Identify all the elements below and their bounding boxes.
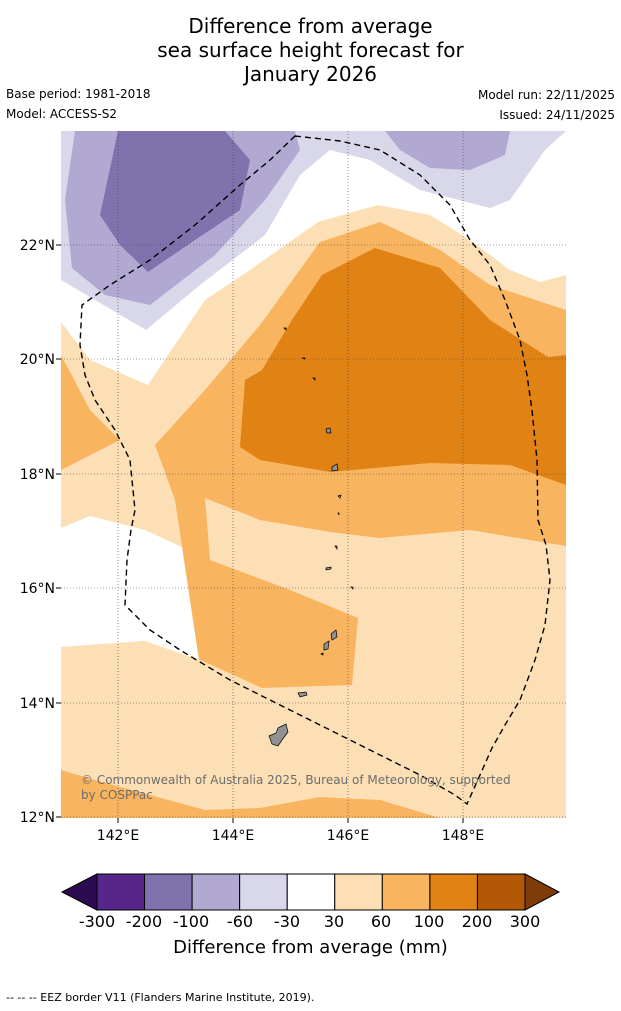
eez-border — [79, 135, 551, 806]
base-period: Base period: 1981-2018 — [6, 87, 151, 101]
title-line-2: sea surface height forecast for — [157, 38, 464, 62]
island-rota — [297, 691, 308, 698]
lat-label-12n: 12°N — [20, 810, 55, 826]
island-uracas — [283, 327, 287, 331]
model-run: Model run: 22/11/2025 — [477, 88, 615, 102]
island-asuncion — [312, 377, 316, 381]
copyright-line-1: © Commonwealth of Australia 2025, Bureau… — [81, 773, 511, 787]
island-agrihan — [325, 427, 332, 434]
fill-100-200 — [240, 248, 566, 485]
colorbar-segment-7 — [429, 873, 478, 911]
island-alamagan — [337, 494, 342, 499]
lat-label-16n: 16°N — [20, 581, 55, 597]
lon-label-148e: 148°E — [442, 828, 485, 844]
fill-30-60-south — [61, 498, 566, 818]
colorbar-segment-8 — [476, 873, 526, 911]
title-line-3: January 2026 — [243, 62, 378, 86]
cbar-label-minus-300: -300 — [78, 912, 116, 931]
island-maug — [301, 357, 306, 360]
fill-60-100-strip — [61, 770, 440, 818]
cbar-label-minus-30: -30 — [273, 912, 301, 931]
island-anatahan — [325, 566, 332, 571]
lon-label-144e: 144°E — [212, 828, 255, 844]
island-aguijan — [320, 652, 324, 656]
chart-title: Difference from average sea surface heig… — [0, 14, 621, 86]
colorbar-title: Difference from average (mm) — [173, 937, 448, 958]
colorbar-segment-5 — [334, 873, 383, 911]
colorbar-segment-0 — [96, 873, 146, 911]
cbar-label-60: 60 — [370, 912, 392, 931]
island-east — [350, 586, 354, 590]
copyright-line-2: by COSPPac — [81, 788, 153, 802]
lat-label-20n: 20°N — [20, 352, 55, 368]
lat-label-14n: 14°N — [20, 696, 55, 712]
cbar-label-30: 30 — [323, 912, 345, 931]
gridlines — [61, 131, 566, 818]
colorbar-segment-3 — [239, 873, 288, 911]
eez-legend: -- -- -- EEZ border V11 (Flanders Marine… — [6, 991, 315, 1004]
colorbar-segment-6 — [381, 873, 431, 911]
contour-fills — [61, 131, 566, 818]
lat-label-18n: 18°N — [20, 467, 55, 483]
fill-minus-60-100-ne — [385, 131, 510, 170]
title-line-1: Difference from average — [188, 14, 433, 38]
lat-label-22n: 22°N — [20, 238, 55, 254]
cbar-label-minus-100: -100 — [172, 912, 210, 931]
model-name: Model: ACCESS-S2 — [6, 107, 118, 121]
fill-60-100 — [61, 355, 120, 470]
cbar-label-minus-60: -60 — [226, 912, 254, 931]
island-guguan — [337, 512, 340, 516]
island-pagan — [331, 463, 339, 472]
copyright-notice: © Commonwealth of Australia 2025, Bureau… — [81, 773, 511, 803]
colorbar — [60, 873, 561, 911]
issued-date: Issued: 24/11/2025 — [499, 108, 615, 122]
colorbar-segment-4 — [286, 873, 336, 911]
cbar-label-300: 300 — [509, 912, 541, 931]
fill-minus-100-200 — [100, 131, 250, 272]
island-tinian — [323, 640, 330, 651]
cbar-label-100: 100 — [413, 912, 445, 931]
islands — [268, 327, 354, 747]
colorbar-extend-high — [524, 873, 561, 911]
island-sarigan — [334, 545, 338, 551]
colorbar-extend-low — [60, 873, 98, 911]
island-saipan — [330, 629, 338, 641]
colorbar-segment-1 — [144, 873, 193, 911]
lon-label-142e: 142°E — [97, 828, 140, 844]
colorbar-segment-2 — [191, 873, 241, 911]
cbar-label-minus-200: -200 — [125, 912, 163, 931]
cbar-label-200: 200 — [461, 912, 493, 931]
axis-ticks — [56, 244, 464, 823]
lon-label-146e: 146°E — [327, 828, 370, 844]
island-guam — [268, 723, 289, 747]
